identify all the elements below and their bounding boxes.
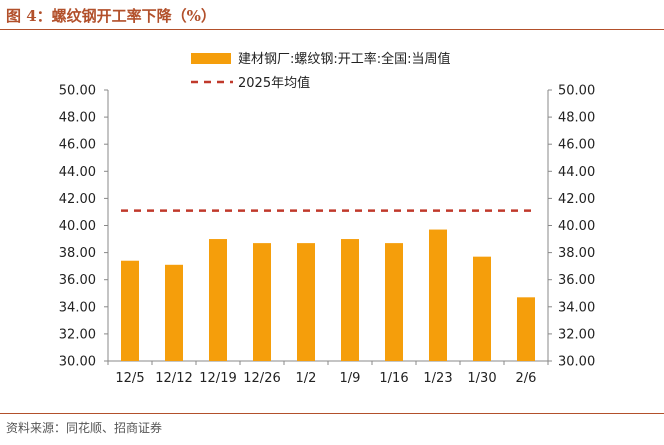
y-tick-label-right: 42.00: [558, 192, 595, 207]
y-tick-label-left: 40.00: [59, 219, 96, 234]
bar-1-9: [341, 239, 359, 361]
x-tick-label: 1/23: [423, 371, 452, 386]
bar-2-6: [517, 297, 535, 361]
y-tick-label-left: 30.00: [59, 355, 96, 370]
bar-12-12: [165, 264, 183, 361]
y-tick-label-left: 46.00: [59, 138, 96, 153]
y-tick-label-right: 50.00: [558, 84, 595, 99]
source-note: 资料来源：同花顺、招商证券: [6, 421, 163, 435]
x-tick-label: 1/2: [296, 371, 317, 386]
x-tick-label: 12/19: [199, 371, 236, 386]
x-tick-label: 1/16: [379, 371, 408, 386]
y-tick-label-left: 50.00: [59, 84, 96, 99]
y-tick-label-right: 36.00: [558, 273, 595, 288]
bar-1-23: [429, 229, 447, 361]
y-tick-label-right: 30.00: [558, 355, 595, 370]
bar-1-2: [297, 243, 315, 361]
title-divider: [0, 29, 664, 30]
y-tick-label-right: 48.00: [558, 111, 595, 126]
x-tick-label: 12/12: [155, 371, 192, 386]
x-tick-label: 2/6: [516, 371, 537, 386]
figure-title: 图 4：螺纹钢开工率下降（%）: [6, 7, 216, 25]
bar-12-26: [253, 243, 271, 361]
bar-12-19: [209, 239, 227, 361]
legend-label-bar: 建材钢厂:螺纹钢:开工率:全国:当周值: [238, 51, 451, 67]
x-tick-label: 1/30: [467, 371, 496, 386]
legend-label-average: 2025年均值: [238, 75, 310, 91]
legend-swatch-bar: [191, 53, 231, 64]
x-tick-label: 12/26: [243, 371, 280, 386]
y-tick-label-left: 34.00: [59, 300, 96, 315]
y-tick-label-left: 44.00: [59, 165, 96, 180]
bar-chart: 30.00 30.00 32.00 32.00 34.00 34.00 36.00 36.00…: [59, 51, 595, 386]
y-tick-label-left: 32.00: [59, 327, 96, 342]
source-divider: [0, 413, 664, 414]
y-tick-label-right: 32.00: [558, 327, 595, 342]
y-tick-label-right: 40.00: [558, 219, 595, 234]
y-tick-label-right: 46.00: [558, 138, 595, 153]
x-tick-label: 12/5: [115, 371, 144, 386]
y-tick-label-left: 36.00: [59, 273, 96, 288]
x-tick-label: 1/9: [340, 371, 361, 386]
y-tick-label-left: 48.00: [59, 111, 96, 126]
bar-12-5: [121, 260, 139, 361]
y-tick-label-right: 38.00: [558, 246, 595, 261]
bar-1-16: [385, 243, 403, 361]
y-tick-label-left: 38.00: [59, 246, 96, 261]
y-tick-label-right: 44.00: [558, 165, 595, 180]
y-tick-label-right: 34.00: [558, 300, 595, 315]
bar-1-30: [473, 256, 491, 361]
figure-title-row: 图 4：螺纹钢开工率下降（%）: [0, 0, 664, 32]
chart-area: 30.00 30.00 32.00 32.00 34.00 34.00 36.00 36.00…: [0, 32, 664, 407]
y-tick-label-left: 42.00: [59, 192, 96, 207]
